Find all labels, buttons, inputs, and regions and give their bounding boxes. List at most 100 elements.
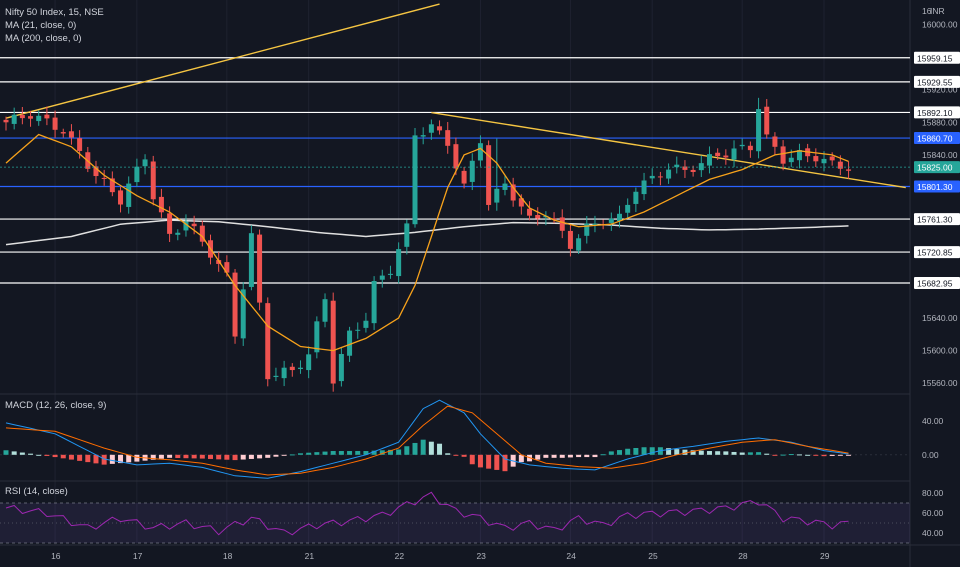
macd-histogram-bar [248, 454, 254, 459]
macd-histogram-bar [625, 448, 631, 455]
time-tick-label: 25 [648, 551, 658, 561]
macd-histogram-bar [44, 454, 50, 456]
macd-histogram-bar [559, 454, 565, 458]
macd-histogram-bar [567, 454, 573, 458]
macd-histogram-bar [355, 451, 361, 455]
symbol-title: Nifty 50 Index, 15, NSE [5, 7, 104, 18]
last-price-label: 15825.00 [917, 163, 953, 173]
candle [666, 169, 672, 179]
candle [821, 158, 827, 164]
level-label: 15682.95 [917, 278, 953, 288]
macd-histogram-bar [183, 454, 189, 459]
time-tick-label: 17 [133, 551, 143, 561]
macd-histogram-bar [36, 454, 42, 456]
macd-histogram-bar [52, 454, 58, 458]
time-tick-label: 23 [476, 551, 486, 561]
macd-tick-label: 0.00 [922, 450, 939, 460]
macd-histogram-bar [60, 454, 66, 459]
macd-histogram-bar [11, 451, 17, 455]
candle [437, 126, 443, 131]
macd-histogram-bar [584, 454, 590, 458]
candle [477, 143, 483, 161]
candle [633, 191, 639, 204]
macd-histogram-bar [338, 451, 344, 455]
candle [846, 169, 852, 171]
candle [837, 161, 843, 169]
level-label: 15761.30 [917, 215, 953, 225]
candle [518, 198, 524, 207]
candle [494, 188, 500, 203]
ma200-legend: MA (200, close, 0) [5, 33, 82, 44]
level-label: 15892.10 [917, 108, 953, 118]
level-label-box [914, 180, 960, 193]
macd-histogram-bar [379, 450, 385, 455]
price-tick-label: 15600.00 [922, 346, 958, 356]
candle [796, 150, 802, 161]
macd-line [5, 399, 849, 479]
candle [829, 156, 835, 161]
macd-histogram-bar [837, 454, 843, 456]
candle [502, 183, 508, 190]
candle [608, 218, 614, 223]
time-tick-label: 18 [223, 551, 233, 561]
macd-histogram-bar [191, 454, 197, 459]
candle [535, 215, 541, 219]
candle [731, 148, 737, 160]
time-tick-label: 22 [395, 551, 405, 561]
candle [281, 367, 287, 379]
candle [379, 275, 385, 280]
macd-histogram-bar [764, 453, 770, 455]
trendline [5, 3, 440, 119]
macd-histogram-bar [805, 454, 811, 456]
macd-histogram-bar [93, 454, 99, 464]
candle [68, 131, 74, 138]
macd-histogram-bar [101, 454, 107, 465]
macd-histogram-bar [617, 450, 622, 455]
rsi-band [0, 503, 910, 543]
macd-histogram-bar [453, 454, 459, 456]
macd-histogram-bar [314, 452, 320, 455]
candle [191, 223, 197, 227]
chart-legend: Nifty 50 Index, 15, NSE MA (21, close, 0… [5, 6, 104, 45]
macd-histogram-bar [674, 449, 680, 455]
candle [387, 273, 393, 275]
candle [93, 166, 99, 177]
macd-histogram-bar [240, 454, 246, 460]
macd-histogram-bar [265, 454, 271, 458]
candle [617, 213, 622, 222]
rsi-line [5, 491, 849, 536]
macd-histogram-bar [257, 454, 263, 459]
macd-histogram-bar [846, 454, 852, 456]
candle [592, 223, 598, 226]
macd-histogram-bar [150, 454, 156, 460]
candle [584, 223, 590, 236]
macd-histogram-bar [747, 452, 753, 455]
candle [232, 272, 238, 337]
macd-histogram-bar [469, 454, 475, 465]
macd-histogram-bar [486, 454, 492, 469]
candle [527, 208, 533, 216]
macd-histogram-bar [592, 454, 598, 458]
level-label: 15959.15 [917, 53, 953, 63]
macd-histogram-bar [477, 454, 483, 468]
macd-histogram-bar [118, 454, 124, 464]
candle [649, 175, 655, 179]
rsi-legend: RSI (14, close) [5, 486, 68, 497]
candle [60, 132, 66, 134]
macd-histogram-bar [387, 449, 393, 455]
macd-histogram-bar [224, 454, 230, 460]
level-label-box [914, 246, 960, 259]
macd-histogram-bar [641, 447, 647, 455]
macd-histogram-bar [731, 451, 737, 455]
candle [371, 281, 377, 324]
macd-histogram-bar [330, 451, 336, 455]
macd-histogram-bar [494, 454, 500, 470]
level-label-box [914, 132, 960, 145]
price-tick-label: 15560.00 [922, 378, 958, 388]
candle [363, 320, 369, 328]
macd-histogram-bar [788, 454, 794, 456]
ma21-line [5, 133, 849, 352]
candle [142, 159, 148, 167]
candle [715, 152, 721, 157]
